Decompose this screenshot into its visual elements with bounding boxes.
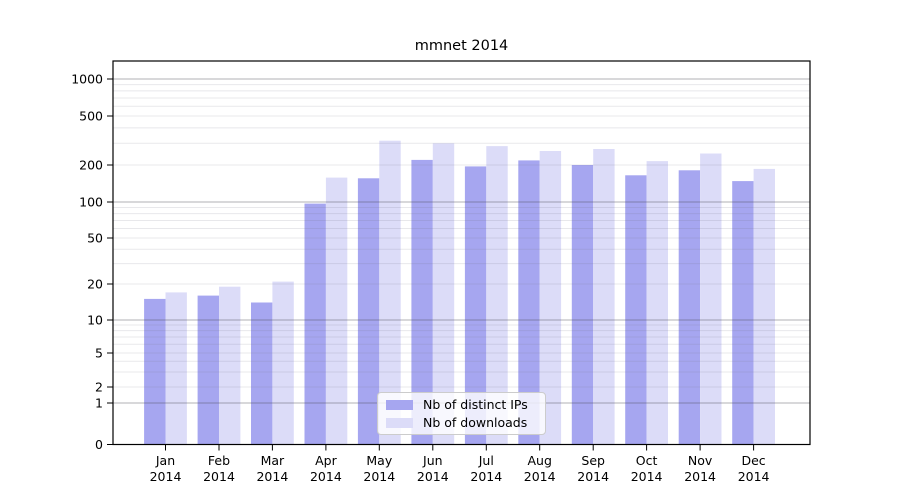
y-tick-label: 2 (95, 379, 103, 394)
x-tick-label-month: Apr (315, 453, 337, 468)
y-tick-label: 200 (79, 157, 103, 172)
x-tick-label-month: Oct (636, 453, 658, 468)
y-tick-label: 500 (79, 108, 103, 123)
chart-title: mmnet 2014 (414, 38, 509, 54)
bar-nb-of-distinct-ips (251, 302, 273, 445)
bar-nb-of-downloads (539, 151, 562, 445)
bar-nb-of-downloads (165, 292, 187, 445)
bar-nb-of-distinct-ips (625, 175, 647, 445)
x-tick-label-year: 2014 (684, 469, 716, 484)
x-tick-label-year: 2014 (417, 469, 449, 484)
x-tick-label-year: 2014 (631, 469, 663, 484)
bar-nb-of-distinct-ips (464, 166, 487, 445)
bar-nb-of-downloads (272, 281, 294, 445)
x-tick-label-month: Jun (422, 453, 443, 468)
y-tick-label: 100 (79, 194, 103, 209)
x-tick-label-year: 2014 (524, 469, 556, 484)
bar-nb-of-distinct-ips (144, 298, 166, 445)
x-tick-label-month: Mar (261, 453, 285, 468)
bar-nb-of-downloads (486, 146, 508, 445)
bar-nb-of-distinct-ips (571, 165, 594, 445)
x-tick-label-month: Jul (478, 453, 494, 468)
bar-nb-of-downloads (700, 153, 722, 445)
legend-row-distinct-ips: Nb of distinct IPs (386, 397, 537, 412)
x-tick-label-year: 2014 (310, 469, 342, 484)
x-tick-label-year: 2014 (256, 469, 288, 484)
bar-nb-of-distinct-ips (678, 170, 701, 445)
x-tick-label-month: Sep (581, 453, 605, 468)
bar-nb-of-distinct-ips (732, 181, 754, 445)
legend: Nb of distinct IPs Nb of downloads (377, 392, 546, 435)
legend-row-downloads: Nb of downloads (386, 415, 537, 430)
bar-nb-of-distinct-ips (197, 295, 219, 445)
bar-nb-of-downloads (432, 143, 455, 445)
y-tick-label: 0 (95, 437, 103, 452)
bar-nb-of-downloads (646, 161, 668, 445)
legend-swatch-downloads (386, 417, 413, 428)
x-tick-label-year: 2014 (203, 469, 235, 484)
y-tick-label: 10 (87, 312, 103, 327)
x-tick-label-month: Aug (527, 453, 551, 468)
bar-nb-of-distinct-ips (518, 160, 540, 445)
legend-swatch-distinct-ips (386, 399, 413, 410)
x-tick-label-month: May (366, 453, 392, 468)
bar-nb-of-downloads (325, 177, 348, 445)
y-tick-label: 1 (95, 395, 103, 410)
legend-label-downloads: Nb of downloads (423, 415, 528, 430)
bar-nb-of-distinct-ips (357, 178, 380, 445)
y-tick-label: 5 (95, 345, 103, 360)
y-tick-label: 50 (87, 230, 103, 245)
x-tick-label-year: 2014 (577, 469, 609, 484)
bar-nb-of-distinct-ips (411, 159, 433, 445)
bar-nb-of-downloads (219, 286, 241, 445)
y-tick-label: 20 (87, 276, 103, 291)
x-tick-label-year: 2014 (738, 469, 770, 484)
y-tick-label: 1000 (71, 71, 103, 86)
bar-nb-of-downloads (379, 140, 401, 445)
x-tick-label-month: Nov (688, 453, 713, 468)
x-tick-label-month: Jan (155, 453, 175, 468)
bar-nb-of-distinct-ips (304, 203, 326, 445)
x-tick-label-year: 2014 (470, 469, 502, 484)
bar-nb-of-downloads (593, 149, 615, 445)
x-tick-label-year: 2014 (363, 469, 395, 484)
plot-area (112, 60, 811, 446)
x-tick-label-month: Dec (741, 453, 765, 468)
x-tick-label-month: Feb (208, 453, 230, 468)
legend-label-distinct-ips: Nb of distinct IPs (423, 397, 528, 412)
bar-nb-of-downloads (753, 168, 775, 445)
x-tick-label-year: 2014 (150, 469, 182, 484)
